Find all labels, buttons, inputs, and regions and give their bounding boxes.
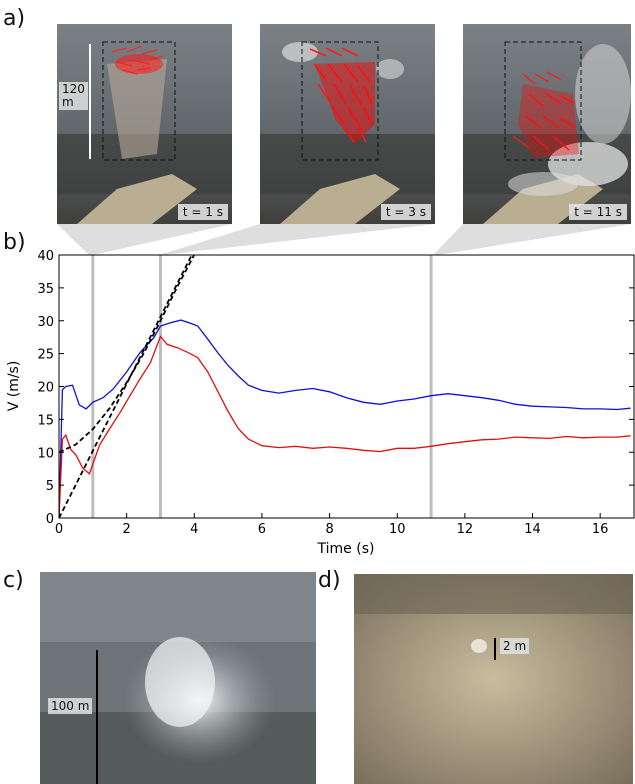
time-label-t1: t = 1 s [177, 204, 228, 220]
boulder-image [354, 574, 633, 784]
x-tick-label: 8 [325, 522, 333, 537]
x-tick-label: 14 [524, 522, 541, 537]
boulder [471, 639, 487, 653]
plot-frame [58, 254, 635, 519]
photo-connectors [57, 224, 631, 255]
y-tick-label: 10 [37, 446, 54, 461]
time-label-t3: t = 3 s [380, 204, 431, 220]
x-tick-label: 2 [123, 522, 131, 537]
x-tick-label: 0 [55, 522, 63, 537]
x-tick-label: 16 [592, 522, 609, 537]
x-tick-label: 10 [389, 522, 406, 537]
photo-panel-c: 100 m [40, 572, 316, 784]
y-tick-label: 40 [37, 249, 54, 264]
y-tick-label: 15 [37, 413, 54, 428]
panel-label-d: d) [318, 568, 341, 593]
velocity-chart: 0 2 4 6 8 10 12 14 16 0 5 10 15 20 25 30 35 40 Time (s) V… [6, 249, 635, 557]
cliff-image [260, 24, 435, 224]
velocity-series-0 [59, 319, 631, 518]
photo-t11: t = 11 s [463, 24, 631, 224]
cliff-image [463, 24, 631, 224]
height-scale-label: 120 m [59, 82, 88, 110]
vector-field [512, 71, 576, 151]
panel-label-c: c) [3, 568, 24, 593]
rockfall-dust-image [40, 572, 316, 784]
y-tick-label: 35 [37, 282, 54, 297]
y-tick-label: 20 [37, 381, 54, 396]
photo-t1: 120 m t = 1 s [57, 24, 232, 224]
fit-curve-3 [59, 255, 193, 518]
vector-field [309, 47, 373, 143]
panel-label-a: a) [3, 6, 26, 31]
time-label-t11: t = 11 s [569, 204, 627, 220]
y-tick-label: 30 [37, 315, 54, 330]
scale-label-2m: 2 m [500, 638, 530, 654]
fit-curve-2 [59, 255, 196, 454]
x-tick-label: 6 [258, 522, 266, 537]
photo-t3: t = 3 s [260, 24, 435, 224]
y-axis-label: V (m/s) [6, 361, 22, 412]
y-tick-label: 5 [46, 479, 54, 494]
scale-label-100m: 100 m [48, 698, 93, 714]
velocity-series-1 [59, 335, 631, 518]
photo-panel-d: 2 m [354, 574, 633, 784]
x-axis-label: Time (s) [317, 541, 375, 557]
x-tick-label: 4 [190, 522, 198, 537]
y-tick-label: 25 [37, 348, 54, 363]
cliff-image [57, 24, 232, 224]
panel-label-b: b) [3, 230, 26, 255]
x-tick-label: 12 [457, 522, 474, 537]
y-tick-label: 0 [46, 512, 54, 527]
